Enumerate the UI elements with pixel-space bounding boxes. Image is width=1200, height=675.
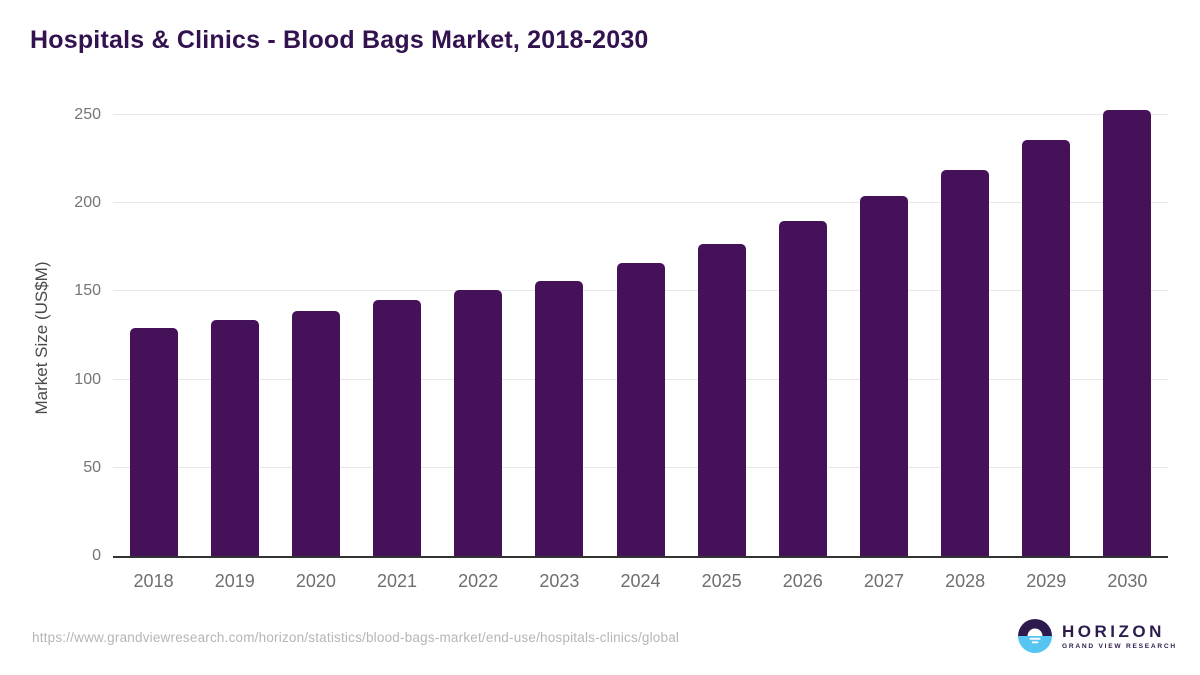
x-label-2028: 2028 <box>945 571 986 591</box>
x-label-2023: 2023 <box>539 571 580 591</box>
x-label-2027: 2027 <box>863 571 904 591</box>
logo-text-block: HORIZON GRAND VIEW RESEARCH <box>1062 623 1177 650</box>
bar-2030 <box>1103 109 1152 556</box>
x-label-2026: 2026 <box>782 571 823 591</box>
y-tick-label-200: 200 <box>74 194 101 212</box>
y-tick-label-50: 50 <box>83 458 101 476</box>
y-tick-label-150: 150 <box>74 282 101 300</box>
bar-2018 <box>129 328 178 556</box>
logo-subtitle: GRAND VIEW RESEARCH <box>1062 642 1177 650</box>
x-label-2018: 2018 <box>133 571 174 591</box>
horizon-logo-icon <box>1018 619 1052 653</box>
gridline-250 <box>113 114 1168 115</box>
source-url: https://www.grandviewresearch.com/horizo… <box>32 630 680 645</box>
bar-2028 <box>941 169 990 556</box>
x-label-2020: 2020 <box>295 571 336 591</box>
x-label-2024: 2024 <box>620 571 661 591</box>
y-axis-title: Market Size (US$M) <box>32 261 51 415</box>
y-tick-label-0: 0 <box>92 547 101 564</box>
bar-2021 <box>373 300 422 556</box>
bar-2020 <box>291 310 340 556</box>
x-label-2029: 2029 <box>1026 571 1067 591</box>
bar-2027 <box>859 196 908 556</box>
x-label-2025: 2025 <box>701 571 742 591</box>
bar-2024 <box>616 263 665 556</box>
plot-area: 0 50 100 150 200 250 2018 2019 2020 2021 2022 2023 2… <box>74 100 1168 591</box>
x-label-2019: 2019 <box>214 571 255 591</box>
gridline-200 <box>113 202 1168 204</box>
x-label-2030: 2030 <box>1107 571 1148 591</box>
y-tick-label-100: 100 <box>74 370 101 388</box>
y-tick-label-250: 250 <box>74 106 101 123</box>
horizon-logo: HORIZON GRAND VIEW RESEARCH <box>1017 618 1177 654</box>
x-label-2022: 2022 <box>458 571 499 591</box>
bar-2029 <box>1022 139 1071 556</box>
x-label-2021: 2021 <box>377 571 418 591</box>
logo-name: HORIZON <box>1062 621 1165 641</box>
chart-title: Hospitals & Clinics - Blood Bags Market,… <box>30 26 649 54</box>
bar-2023 <box>535 280 584 556</box>
bar-2025 <box>697 243 746 556</box>
bar-2026 <box>778 220 827 556</box>
bar-2019 <box>210 319 259 556</box>
bar-2022 <box>454 289 503 556</box>
